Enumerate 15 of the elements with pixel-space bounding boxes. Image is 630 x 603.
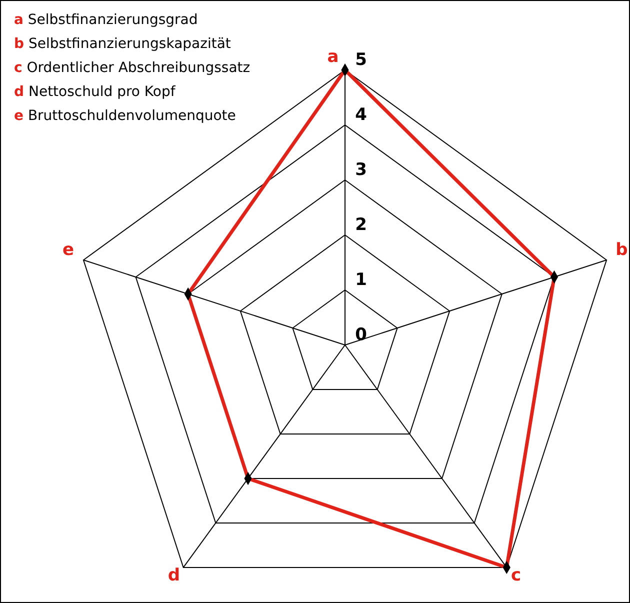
spoke-label: b bbox=[616, 240, 628, 260]
y-tick-label: 1 bbox=[355, 270, 367, 290]
spoke-label: d bbox=[168, 565, 180, 586]
spoke-label: a bbox=[327, 47, 339, 67]
y-tick-label: 5 bbox=[355, 50, 367, 70]
text: b Selbstfinanzierungskapazität bbox=[14, 36, 232, 52]
spoke-label: e bbox=[62, 240, 74, 260]
text: e Bruttoschuldenvolumenquote bbox=[14, 108, 236, 124]
y-tick-label: 4 bbox=[355, 105, 368, 125]
y-tick-label: 2 bbox=[355, 215, 367, 235]
text: c Ordentlicher Abschreibungssatz bbox=[14, 60, 250, 76]
spoke-label: c bbox=[511, 565, 522, 586]
text: a Selbstfinanzierungsgrad bbox=[14, 12, 198, 28]
y-tick-label: 3 bbox=[355, 160, 367, 180]
text: d Nettoschuld pro Kopf bbox=[14, 84, 176, 100]
